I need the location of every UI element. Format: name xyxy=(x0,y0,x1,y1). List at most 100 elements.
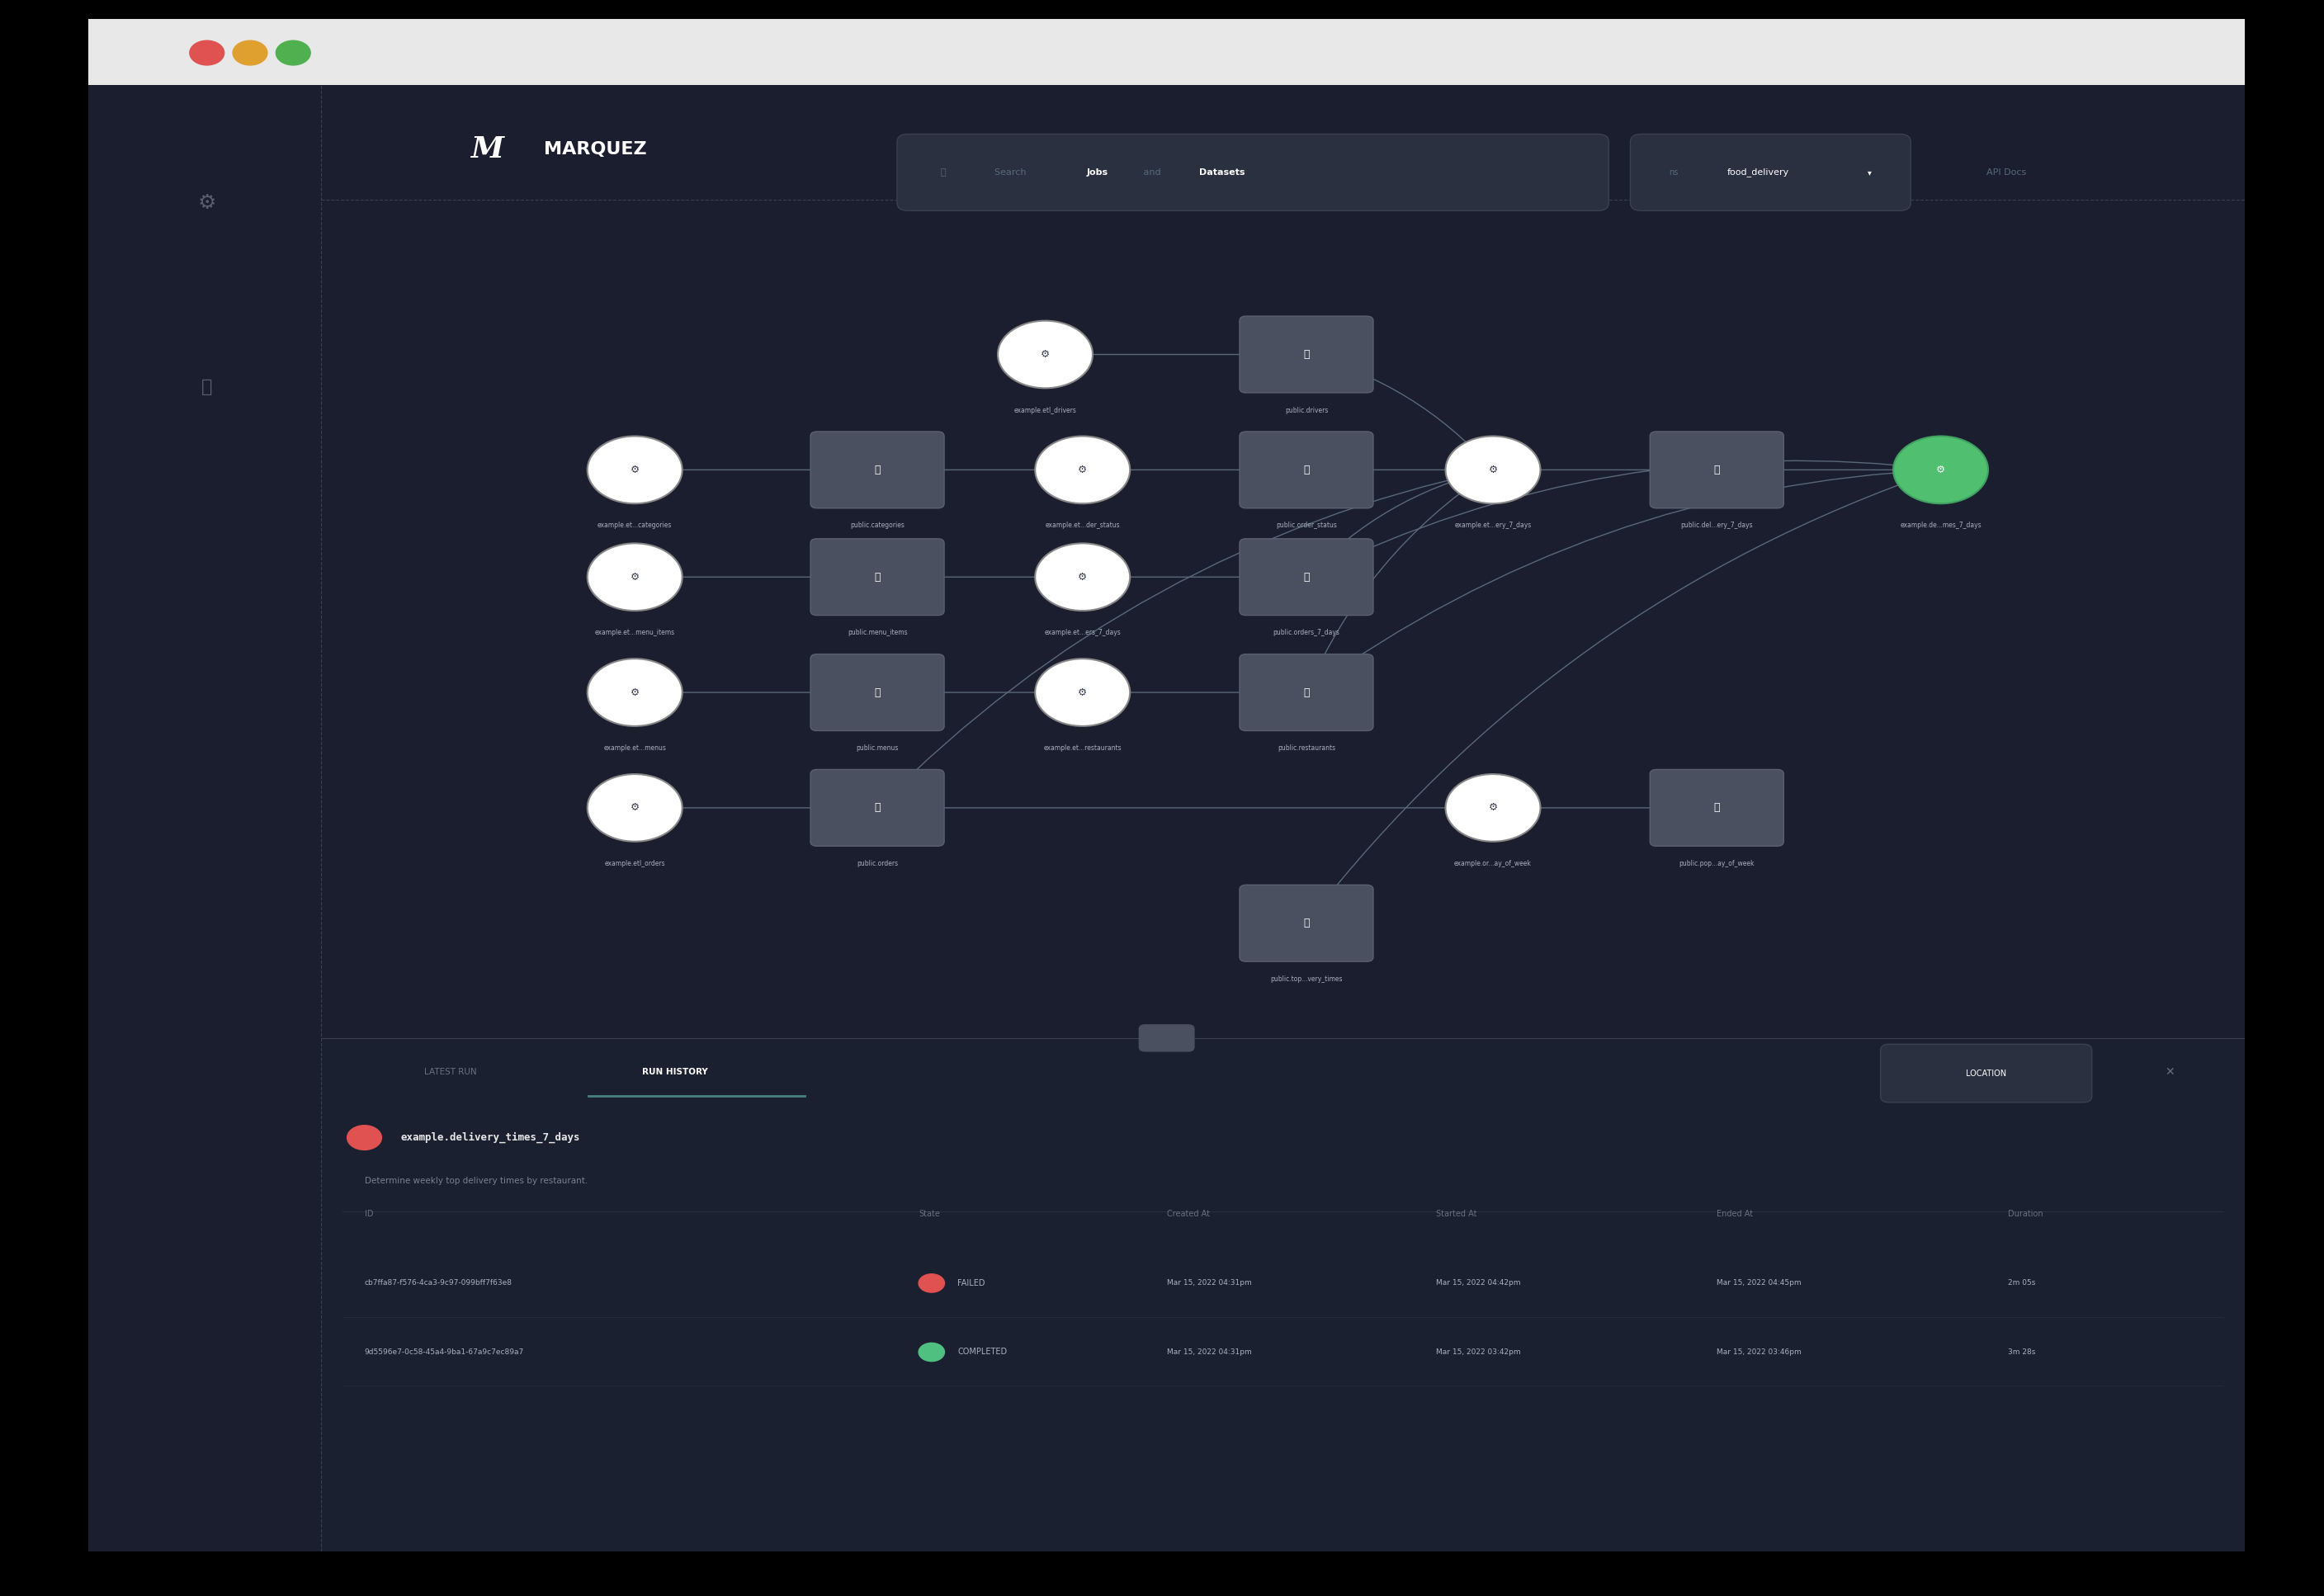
Text: Search: Search xyxy=(995,168,1030,177)
FancyBboxPatch shape xyxy=(1631,134,1910,211)
FancyBboxPatch shape xyxy=(1139,1025,1195,1052)
Text: public.pop...ay_of_week: public.pop...ay_of_week xyxy=(1678,860,1755,867)
Text: ✕: ✕ xyxy=(2164,1066,2175,1077)
Text: Duration: Duration xyxy=(2008,1210,2043,1218)
Text: and: and xyxy=(1141,168,1164,177)
Circle shape xyxy=(277,40,311,65)
Circle shape xyxy=(191,40,223,65)
Circle shape xyxy=(346,1125,381,1149)
Circle shape xyxy=(588,659,683,726)
Text: public.orders_7_days: public.orders_7_days xyxy=(1274,629,1339,637)
Text: public.top...very_times: public.top...very_times xyxy=(1271,975,1343,983)
Text: 🗄: 🗄 xyxy=(1304,918,1308,929)
FancyBboxPatch shape xyxy=(88,85,2245,196)
FancyBboxPatch shape xyxy=(88,85,2245,1551)
Text: 🗄: 🗄 xyxy=(1304,464,1308,476)
Text: 🗄: 🗄 xyxy=(874,686,881,697)
Text: MARQUEZ: MARQUEZ xyxy=(544,140,646,158)
Text: example.et...menu_items: example.et...menu_items xyxy=(595,629,674,637)
Circle shape xyxy=(588,436,683,504)
Circle shape xyxy=(588,774,683,841)
FancyBboxPatch shape xyxy=(1239,884,1373,961)
FancyBboxPatch shape xyxy=(1239,539,1373,616)
FancyBboxPatch shape xyxy=(811,769,944,846)
Text: example.et...restaurants: example.et...restaurants xyxy=(1043,744,1122,752)
Text: 🗄: 🗄 xyxy=(874,571,881,583)
FancyBboxPatch shape xyxy=(1239,431,1373,508)
Text: 🗄: 🗄 xyxy=(202,378,211,396)
Text: 🗄: 🗄 xyxy=(1304,350,1308,359)
Circle shape xyxy=(1894,436,1987,504)
Text: Mar 15, 2022 03:46pm: Mar 15, 2022 03:46pm xyxy=(1717,1349,1801,1357)
FancyBboxPatch shape xyxy=(344,1044,558,1103)
Text: public.del...ery_7_days: public.del...ery_7_days xyxy=(1680,522,1752,530)
Circle shape xyxy=(1446,436,1541,504)
FancyBboxPatch shape xyxy=(811,431,944,508)
Text: public.menu_items: public.menu_items xyxy=(848,629,906,637)
FancyBboxPatch shape xyxy=(321,1037,2245,1551)
Text: 2m 05s: 2m 05s xyxy=(2008,1280,2036,1286)
Text: ⚙: ⚙ xyxy=(1078,464,1088,476)
Text: public.drivers: public.drivers xyxy=(1285,407,1327,413)
Circle shape xyxy=(588,543,683,611)
FancyBboxPatch shape xyxy=(1650,769,1785,846)
Text: example.or...ay_of_week: example.or...ay_of_week xyxy=(1455,860,1532,867)
FancyBboxPatch shape xyxy=(88,19,2245,85)
Text: 3m 28s: 3m 28s xyxy=(2008,1349,2036,1357)
Text: 🗄: 🗄 xyxy=(874,464,881,476)
FancyBboxPatch shape xyxy=(897,134,1608,211)
Text: 🗄: 🗄 xyxy=(1713,803,1720,814)
Text: API Docs: API Docs xyxy=(1987,168,2027,177)
Text: ⚙: ⚙ xyxy=(198,193,216,212)
Circle shape xyxy=(918,1274,944,1293)
Text: example.et...categories: example.et...categories xyxy=(597,522,672,530)
Text: ⚙: ⚙ xyxy=(630,464,639,476)
FancyBboxPatch shape xyxy=(1880,1044,2092,1103)
Text: ▾: ▾ xyxy=(1868,168,1871,177)
Text: example.de...mes_7_days: example.de...mes_7_days xyxy=(1901,522,1982,530)
Text: ⚙: ⚙ xyxy=(1936,464,1945,476)
FancyBboxPatch shape xyxy=(1650,431,1785,508)
Text: ⚙: ⚙ xyxy=(1078,571,1088,583)
Text: ⚙: ⚙ xyxy=(630,803,639,814)
Text: FAILED: FAILED xyxy=(957,1278,985,1288)
Text: cb7ffa87-f576-4ca3-9c97-099bff7f63e8: cb7ffa87-f576-4ca3-9c97-099bff7f63e8 xyxy=(365,1280,511,1286)
Text: 🗄: 🗄 xyxy=(1713,464,1720,476)
Text: food_delivery: food_delivery xyxy=(1727,168,1789,177)
Text: Mar 15, 2022 04:45pm: Mar 15, 2022 04:45pm xyxy=(1717,1280,1801,1286)
Text: Datasets: Datasets xyxy=(1199,168,1246,177)
Text: Mar 15, 2022 04:42pm: Mar 15, 2022 04:42pm xyxy=(1436,1280,1520,1286)
Text: ⚙: ⚙ xyxy=(1078,686,1088,697)
Text: Mar 15, 2022 04:31pm: Mar 15, 2022 04:31pm xyxy=(1167,1280,1250,1286)
Text: State: State xyxy=(918,1210,939,1218)
Text: ⚙: ⚙ xyxy=(1487,803,1497,814)
Circle shape xyxy=(997,321,1092,388)
Text: 9d5596e7-0c58-45a4-9ba1-67a9c7ec89a7: 9d5596e7-0c58-45a4-9ba1-67a9c7ec89a7 xyxy=(365,1349,523,1357)
Circle shape xyxy=(1034,543,1129,611)
Text: public.categories: public.categories xyxy=(851,522,904,530)
Text: example.etl_drivers: example.etl_drivers xyxy=(1013,407,1076,413)
Text: Mar 15, 2022 03:42pm: Mar 15, 2022 03:42pm xyxy=(1436,1349,1520,1357)
Text: ns: ns xyxy=(1669,168,1678,177)
Text: ID: ID xyxy=(365,1210,374,1218)
FancyBboxPatch shape xyxy=(811,539,944,616)
Text: Ended At: Ended At xyxy=(1717,1210,1752,1218)
Text: public.restaurants: public.restaurants xyxy=(1278,744,1336,752)
Text: ⚙: ⚙ xyxy=(1041,350,1050,359)
Text: public.menus: public.menus xyxy=(855,744,899,752)
Text: Mar 15, 2022 04:31pm: Mar 15, 2022 04:31pm xyxy=(1167,1349,1250,1357)
Circle shape xyxy=(232,40,267,65)
Text: ⚙: ⚙ xyxy=(630,571,639,583)
Text: example.et...ery_7_days: example.et...ery_7_days xyxy=(1455,522,1532,530)
Text: 🗄: 🗄 xyxy=(1304,571,1308,583)
Text: example.et...menus: example.et...menus xyxy=(604,744,667,752)
Text: 🗄: 🗄 xyxy=(874,803,881,814)
Text: example.etl_orders: example.etl_orders xyxy=(604,860,665,867)
Circle shape xyxy=(1034,436,1129,504)
Text: Jobs: Jobs xyxy=(1088,168,1109,177)
Text: example.et...ers_7_days: example.et...ers_7_days xyxy=(1043,629,1120,637)
FancyBboxPatch shape xyxy=(1239,316,1373,393)
Text: RUN HISTORY: RUN HISTORY xyxy=(641,1068,709,1076)
Text: M: M xyxy=(472,136,504,163)
Text: ⚙: ⚙ xyxy=(1487,464,1497,476)
